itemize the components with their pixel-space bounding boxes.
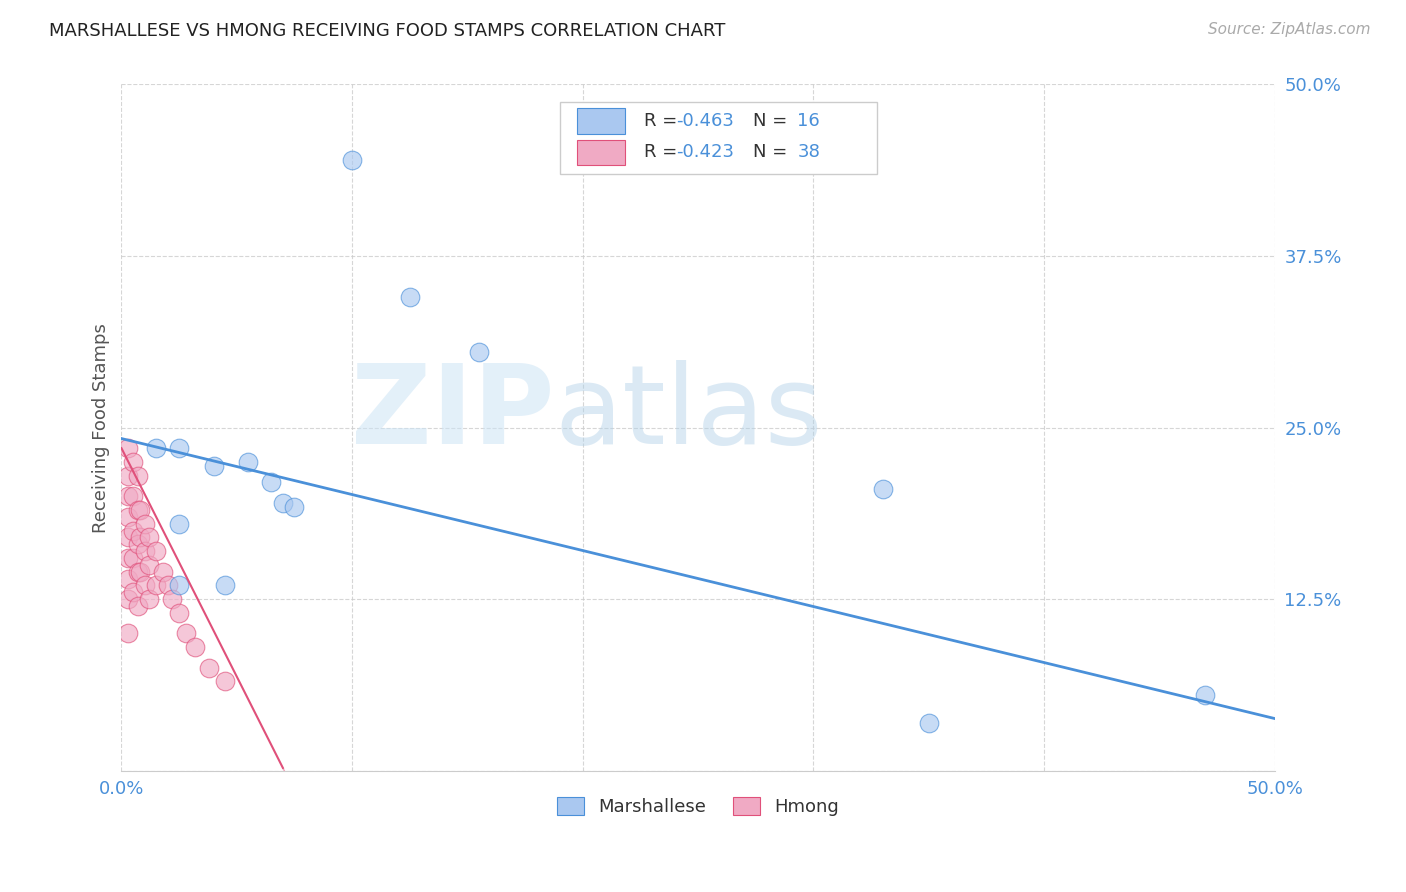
Point [128, 565, 150, 579]
Point [214, 674, 236, 689]
Text: 38: 38 [797, 144, 820, 161]
Point [117, 441, 139, 455]
Point [127, 468, 149, 483]
Point [117, 626, 139, 640]
Point [167, 606, 190, 620]
Point [134, 516, 156, 531]
Point [127, 599, 149, 613]
Point [214, 578, 236, 592]
Point [122, 455, 145, 469]
Point [127, 503, 149, 517]
Text: ZIP: ZIP [350, 360, 554, 467]
Text: Source: ZipAtlas.com: Source: ZipAtlas.com [1208, 22, 1371, 37]
Point [238, 455, 260, 469]
Point [117, 468, 139, 483]
Point [145, 578, 167, 592]
Point [167, 516, 190, 531]
Point [138, 592, 160, 607]
Point [134, 544, 156, 558]
Point [202, 458, 225, 473]
Y-axis label: Receiving Food Stamps: Receiving Food Stamps [93, 323, 110, 533]
Point [122, 585, 145, 599]
Point [128, 530, 150, 544]
Text: 16: 16 [797, 112, 820, 130]
Point [117, 530, 139, 544]
FancyBboxPatch shape [576, 140, 626, 165]
Point [1194, 688, 1216, 702]
Point [117, 489, 139, 503]
FancyBboxPatch shape [576, 109, 626, 134]
Text: R =: R = [644, 112, 683, 130]
Point [145, 441, 167, 455]
Point [918, 715, 941, 730]
Point [152, 565, 174, 579]
Point [138, 530, 160, 544]
Point [122, 551, 145, 566]
Point [160, 592, 183, 607]
Point [117, 509, 139, 524]
Point [145, 544, 167, 558]
Point [128, 503, 150, 517]
Point [872, 483, 894, 497]
Text: -0.423: -0.423 [676, 144, 734, 161]
Point [127, 565, 149, 579]
Point [398, 290, 420, 304]
Legend: Marshallese, Hmong: Marshallese, Hmong [550, 789, 846, 823]
Text: atlas: atlas [554, 360, 823, 467]
Point [117, 592, 139, 607]
Point [340, 153, 363, 167]
Text: R =: R = [644, 144, 683, 161]
Point [271, 496, 294, 510]
Point [283, 500, 305, 515]
Point [127, 537, 149, 551]
Point [167, 441, 190, 455]
Point [117, 572, 139, 586]
Text: MARSHALLESE VS HMONG RECEIVING FOOD STAMPS CORRELATION CHART: MARSHALLESE VS HMONG RECEIVING FOOD STAM… [49, 22, 725, 40]
Point [156, 578, 179, 592]
Point [122, 524, 145, 538]
Text: N =: N = [754, 112, 793, 130]
Point [198, 661, 221, 675]
Point [468, 345, 491, 359]
Point [122, 489, 145, 503]
Point [134, 578, 156, 592]
Point [167, 578, 190, 592]
Point [260, 475, 283, 490]
Point [174, 626, 197, 640]
FancyBboxPatch shape [560, 102, 877, 174]
Point [117, 551, 139, 566]
Text: -0.463: -0.463 [676, 112, 734, 130]
Point [138, 558, 160, 572]
Point [184, 640, 207, 655]
Text: N =: N = [754, 144, 793, 161]
